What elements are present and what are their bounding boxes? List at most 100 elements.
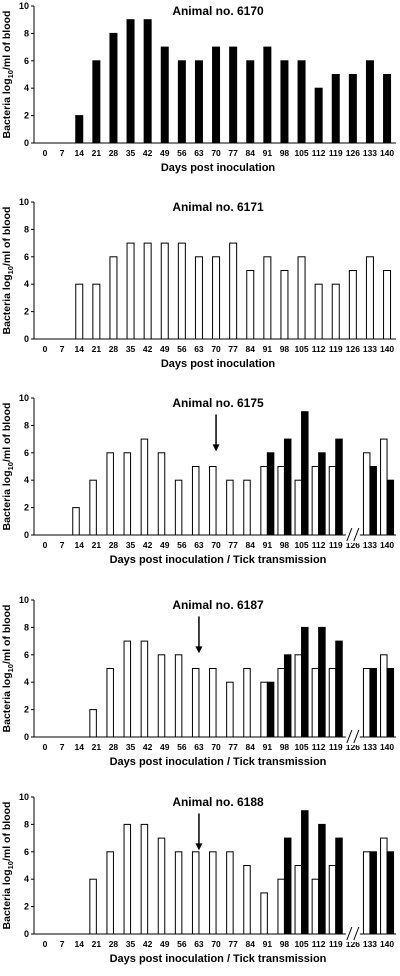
x-tick-label: 0 (43, 148, 48, 158)
bar (280, 60, 289, 144)
y-tick-label: 4 (24, 279, 29, 289)
bar (263, 46, 272, 144)
x-tick-label: 42 (143, 540, 153, 550)
x-tick-label: 56 (177, 540, 187, 550)
bar (383, 270, 392, 340)
y-axis-label-pre: Bacteria log (1, 470, 13, 530)
x-tick-label: 140 (380, 540, 394, 550)
x-tick-label: 49 (160, 742, 170, 752)
x-tick-label: 98 (280, 148, 290, 158)
y-tick-label: 0 (24, 138, 29, 148)
x-tick-label: 28 (109, 148, 119, 158)
x-tick-label: 0 (43, 344, 48, 354)
x-tick-label: 21 (92, 939, 102, 949)
bar (318, 626, 326, 738)
bar (369, 466, 377, 536)
bar (365, 256, 374, 340)
x-tick-label: 42 (143, 742, 153, 752)
x-tick-label: 77 (228, 344, 238, 354)
x-tick-label: 140 (380, 148, 394, 158)
x-tick-label: 28 (109, 540, 119, 550)
bar (314, 283, 323, 340)
bar (314, 87, 323, 144)
x-tick-label: 63 (194, 148, 204, 158)
bar (243, 479, 251, 536)
axis-break-mark (346, 527, 353, 542)
x-tick-label: 133 (363, 939, 377, 949)
x-tick-label: 98 (280, 344, 290, 354)
y-tick-label: 10 (19, 197, 29, 207)
bar (75, 283, 84, 340)
y-tick-label: 6 (24, 448, 29, 458)
bar (277, 466, 285, 536)
x-tick-label: 105 (294, 148, 308, 158)
bar (260, 466, 268, 536)
bar (348, 74, 357, 144)
x-tick-label: 0 (43, 540, 48, 550)
x-tick-label: 7 (60, 540, 65, 550)
bar (143, 19, 152, 144)
bar (283, 654, 292, 738)
bar (277, 878, 285, 935)
x-tick-label: 119 (329, 742, 343, 752)
x-tick-label: 21 (92, 148, 102, 158)
bar (318, 823, 326, 935)
x-tick-label: 7 (60, 148, 65, 158)
bar (277, 668, 285, 738)
axis-break-mark (353, 527, 360, 542)
bar (72, 507, 80, 536)
bar (297, 60, 306, 144)
bar (266, 681, 275, 738)
x-tick-label: 91 (263, 344, 273, 354)
x-tick-label: 112 (312, 540, 326, 550)
x-tick-label: 35 (126, 939, 136, 949)
x-tick-label: 112 (312, 742, 326, 752)
x-tick-label: 28 (109, 939, 119, 949)
bar (174, 851, 183, 935)
bar (226, 851, 234, 935)
bar (283, 438, 292, 536)
x-tick-label: 119 (329, 939, 343, 949)
x-tick-label: 35 (126, 148, 136, 158)
bar (226, 681, 234, 738)
x-tick-label: 35 (126, 540, 136, 550)
bar (209, 668, 217, 738)
bar (174, 479, 183, 536)
y-tick-label: 8 (24, 28, 29, 38)
x-axis-title: Days post inoculation (161, 358, 276, 370)
y-axis-label-pre: Bacteria log (1, 672, 13, 732)
x-tick-label: 112 (312, 148, 326, 158)
x-tick-label: 49 (160, 148, 170, 158)
bar (266, 452, 275, 536)
bar (123, 640, 132, 738)
tick-transmission-arrowhead (212, 444, 220, 452)
y-tick-label: 6 (24, 650, 29, 660)
bar (362, 851, 371, 935)
x-tick-label: 42 (143, 939, 153, 949)
y-tick-label: 6 (24, 56, 29, 66)
x-tick-label: 14 (75, 742, 85, 752)
x-tick-label: 14 (75, 939, 85, 949)
x-tick-label: 56 (177, 939, 187, 949)
bar (311, 878, 320, 935)
x-tick-label: 56 (177, 742, 187, 752)
bar (106, 668, 114, 738)
y-axis-label: Bacteria log10/ml of blood (1, 207, 15, 335)
y-tick-label: 2 (24, 307, 29, 317)
bar (89, 479, 97, 536)
x-tick-label: 49 (160, 344, 170, 354)
x-tick-label: 140 (380, 939, 394, 949)
bar (160, 46, 169, 144)
bar (246, 60, 255, 144)
x-tick-label: 49 (160, 540, 170, 550)
x-tick-label: 14 (75, 344, 85, 354)
x-tick-label: 133 (363, 742, 377, 752)
y-axis-label-pre: Bacteria log (1, 274, 13, 334)
y-tick-label: 8 (24, 819, 29, 829)
bar (191, 466, 200, 536)
bar (209, 851, 217, 935)
bar (369, 851, 377, 935)
